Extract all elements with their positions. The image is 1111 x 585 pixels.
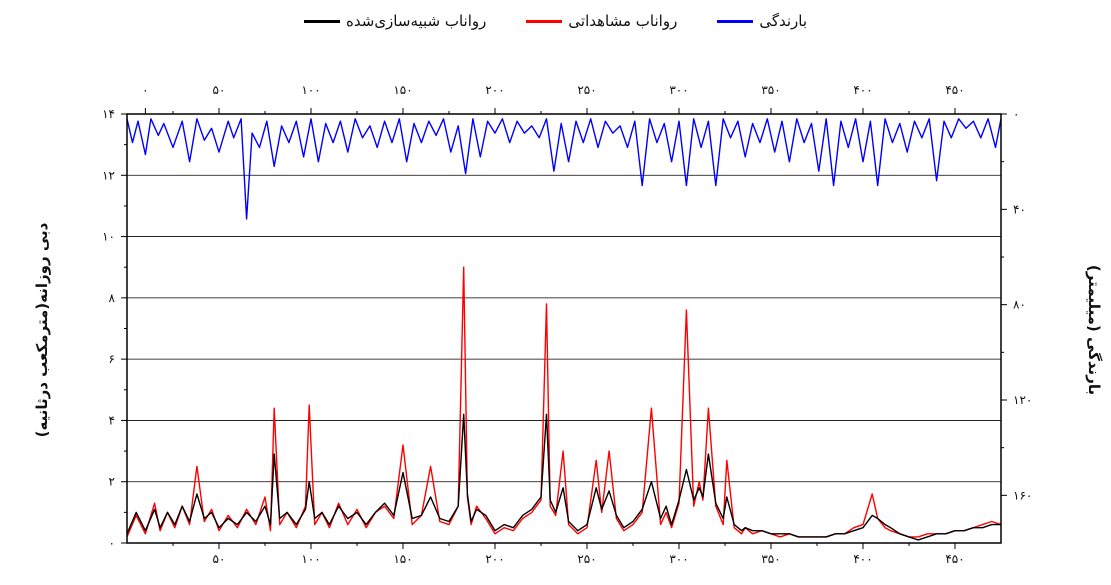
x-tick-label: ۱۵۰	[393, 552, 412, 566]
legend-swatch-observed	[526, 19, 563, 23]
legend-swatch-rainfall	[717, 19, 754, 23]
legend-item-rainfall: بارندگی	[717, 12, 807, 30]
simulated-runoff-line	[126, 413, 1001, 541]
top-tick-label: ۳۰۰	[669, 83, 688, 97]
x-tick-label: ۱۰۰	[301, 552, 320, 566]
top-tick-label: ۲۵۰	[577, 83, 596, 97]
left-tick-label: ۴	[109, 413, 115, 427]
right-tick-label: ۰	[1013, 107, 1019, 121]
chart-legend: بارندگی رواناب مشاهداتی رواناب شبیه‌سازی…	[0, 6, 1111, 36]
top-tick-label: ۱۵۰	[393, 83, 412, 97]
plot-frame	[126, 113, 1002, 544]
top-tick-label: ۲۰۰	[485, 83, 504, 97]
right-tick-label: ۴۰	[1013, 202, 1026, 216]
x-tick-label: ۵۰	[213, 552, 226, 566]
x-tick-label: ۴۵۰	[945, 552, 964, 566]
left-tick-label: ۱۲	[102, 168, 115, 182]
legend-label-simulated: رواناب شبیه‌سازی‌شده	[346, 12, 487, 30]
left-tick-label: ۸	[109, 291, 116, 305]
legend-item-simulated: رواناب شبیه‌سازی‌شده	[304, 12, 486, 30]
legend-item-observed: رواناب مشاهداتی	[526, 12, 677, 30]
rainfall-series-line	[126, 118, 1002, 220]
legend-label-observed: رواناب مشاهداتی	[568, 12, 678, 30]
x-tick-label: ۴۰۰	[853, 552, 872, 566]
x-tick-label: ۲۰۰	[485, 552, 504, 566]
right-tick-label: ۱۲۰	[1013, 393, 1032, 407]
right-tick-label: ۱۶۰	[1013, 488, 1032, 502]
left-tick-label: ۱۴	[102, 107, 115, 121]
series-lines	[126, 118, 1002, 541]
legend-swatch-simulated	[304, 19, 341, 23]
top-tick-label: ۴۵۰	[945, 83, 964, 97]
top-tick-label: ۵۰	[213, 83, 226, 97]
legend-label-rainfall: بارندگی	[759, 12, 807, 30]
left-tick-label: ۶	[109, 352, 115, 366]
top-tick-label: ۳۵۰	[761, 83, 780, 97]
right-tick-label: ۸۰	[1013, 298, 1026, 312]
x-tick-label: ۳۵۰	[761, 552, 780, 566]
top-tick-label: ۰	[142, 83, 148, 97]
left-tick-label: ۰	[109, 536, 115, 550]
top-tick-label: ۱۰۰	[301, 83, 320, 97]
left-tick-label: ۱۰	[102, 230, 115, 244]
left-tick-label: ۲	[109, 475, 115, 489]
x-tick-label: ۳۰۰	[669, 552, 688, 566]
grid-lines	[127, 174, 1001, 483]
top-tick-label: ۴۰۰	[853, 83, 872, 97]
x-tick-label: ۲۵۰	[577, 552, 596, 566]
